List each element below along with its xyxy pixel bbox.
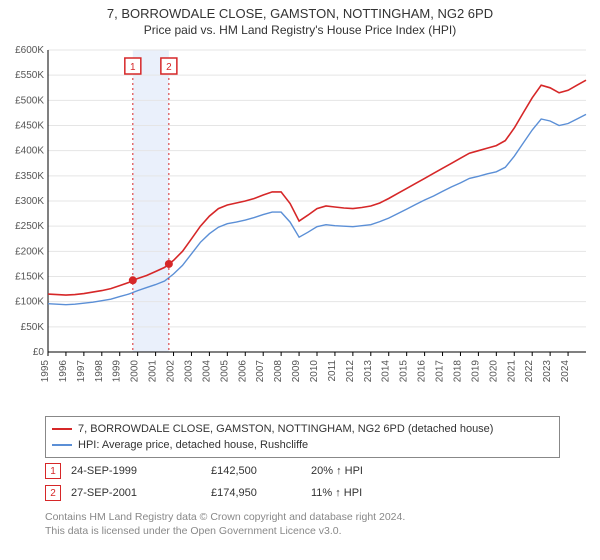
sales-table: 1 24-SEP-1999 £142,500 20% ↑ HPI 2 27-SEP-200…: [45, 460, 560, 504]
x-tick-label: 2015: [399, 360, 410, 383]
sales-row-marker: 1: [45, 463, 61, 479]
legend: 7, BORROWDALE CLOSE, GAMSTON, NOTTINGHAM…: [45, 416, 560, 458]
y-tick-label: £350K: [15, 171, 44, 182]
x-tick-label: 2010: [309, 360, 320, 383]
sale-marker-dot: [129, 276, 137, 284]
x-tick-label: 2004: [201, 360, 212, 383]
y-tick-label: £300K: [15, 196, 44, 207]
x-tick-label: 2023: [542, 360, 553, 383]
legend-label: HPI: Average price, detached house, Rush…: [78, 439, 308, 451]
x-tick-label: 2007: [255, 360, 266, 383]
x-tick-label: 2024: [560, 360, 571, 383]
x-tick-label: 1998: [94, 360, 105, 383]
page-title: 7, BORROWDALE CLOSE, GAMSTON, NOTTINGHAM…: [0, 6, 600, 21]
legend-label: 7, BORROWDALE CLOSE, GAMSTON, NOTTINGHAM…: [78, 423, 493, 435]
y-tick-label: £250K: [15, 221, 44, 232]
x-tick-label: 2022: [524, 360, 535, 383]
x-tick-label: 1997: [76, 360, 87, 383]
x-tick-label: 2016: [417, 360, 428, 383]
title-block: 7, BORROWDALE CLOSE, GAMSTON, NOTTINGHAM…: [0, 0, 600, 37]
sales-row: 1 24-SEP-1999 £142,500 20% ↑ HPI: [45, 460, 560, 482]
y-tick-label: £550K: [15, 70, 44, 81]
footnote: Contains HM Land Registry data © Crown c…: [45, 510, 560, 538]
y-tick-label: £100K: [15, 297, 44, 308]
page-subtitle: Price paid vs. HM Land Registry's House …: [0, 23, 600, 37]
y-tick-label: £150K: [15, 272, 44, 283]
sales-row-price: £142,500: [211, 465, 301, 477]
x-tick-label: 2009: [291, 360, 302, 383]
x-tick-label: 2000: [130, 360, 141, 383]
x-tick-label: 2014: [381, 360, 392, 383]
y-tick-label: £400K: [15, 146, 44, 157]
legend-row: HPI: Average price, detached house, Rush…: [52, 437, 553, 453]
sale-marker-number: 2: [166, 62, 172, 73]
y-tick-label: £500K: [15, 95, 44, 106]
footnote-line: Contains HM Land Registry data © Crown c…: [45, 510, 560, 524]
y-tick-label: £450K: [15, 121, 44, 132]
y-tick-label: £0: [33, 347, 45, 358]
legend-row: 7, BORROWDALE CLOSE, GAMSTON, NOTTINGHAM…: [52, 421, 553, 437]
x-tick-label: 2012: [345, 360, 356, 383]
x-tick-label: 2019: [470, 360, 481, 383]
y-tick-label: £600K: [15, 45, 44, 56]
x-tick-label: 1996: [58, 360, 69, 383]
series-property: [48, 80, 586, 295]
sales-row-delta: 11% ↑ HPI: [311, 487, 411, 499]
footnote-line: This data is licensed under the Open Gov…: [45, 524, 560, 538]
x-tick-label: 2003: [183, 360, 194, 383]
x-tick-label: 2008: [273, 360, 284, 383]
y-tick-label: £50K: [21, 322, 45, 333]
price-chart: £0 £50K £100K £150K £200K £250K £300K £350K £400…: [8, 44, 592, 404]
x-tick-label: 1995: [40, 360, 51, 383]
legend-swatch: [52, 428, 72, 430]
x-tick-label: 2020: [488, 360, 499, 383]
chart-svg: £0 £50K £100K £150K £200K £250K £300K £350K £400…: [8, 44, 592, 404]
sales-row-price: £174,950: [211, 487, 301, 499]
x-tick-label: 1999: [112, 360, 123, 383]
sales-row-date: 24-SEP-1999: [71, 465, 201, 477]
x-tick-label: 2017: [435, 360, 446, 383]
sales-row-date: 27-SEP-2001: [71, 487, 201, 499]
sales-row-delta: 20% ↑ HPI: [311, 465, 411, 477]
x-tick-label: 2002: [166, 360, 177, 383]
x-tick-label: 2006: [237, 360, 248, 383]
x-tick-label: 2013: [363, 360, 374, 383]
x-tick-label: 2005: [219, 360, 230, 383]
sale-marker-dot: [165, 260, 173, 268]
sales-row-marker: 2: [45, 485, 61, 501]
x-tick-label: 2018: [452, 360, 463, 383]
x-tick-label: 2011: [327, 360, 338, 382]
sales-row: 2 27-SEP-2001 £174,950 11% ↑ HPI: [45, 482, 560, 504]
legend-swatch: [52, 444, 72, 446]
sale-marker-number: 1: [130, 62, 136, 73]
x-tick-label: 2001: [148, 360, 159, 383]
y-tick-label: £200K: [15, 246, 44, 257]
x-tick-label: 2021: [506, 360, 517, 383]
